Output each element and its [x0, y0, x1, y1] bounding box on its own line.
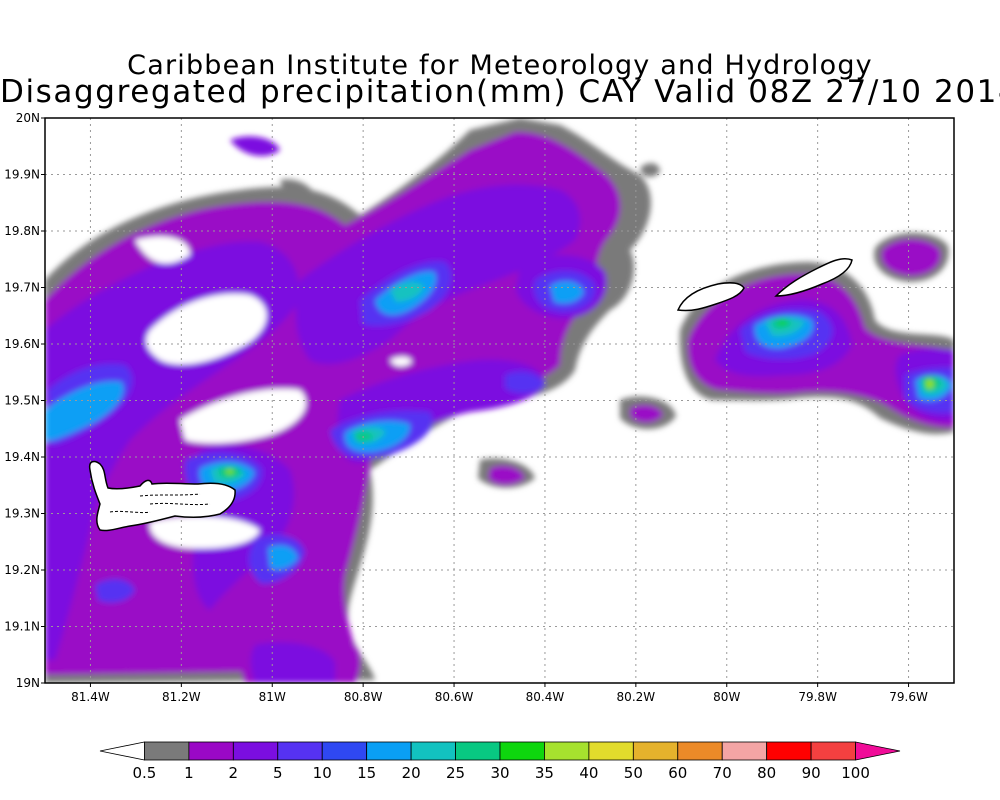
- y-tick-label: 19.2N: [4, 563, 40, 577]
- colorbar-label: 5: [273, 764, 283, 782]
- x-tick-label: 80.6W: [435, 690, 474, 704]
- colorbar-label: 60: [668, 764, 687, 782]
- y-tick-label: 19.5N: [4, 394, 40, 408]
- y-axis-ticks: 19N 19.1N 19.2N 19.3N 19.4N 19.5N 19.6N 19.7N 19…: [4, 111, 45, 690]
- colorbar-label: 25: [446, 764, 465, 782]
- y-tick-label: 19.1N: [4, 620, 40, 634]
- x-tick-label: 80.8W: [344, 690, 383, 704]
- colorbar-label: 70: [713, 764, 732, 782]
- colorbar-segment: [455, 741, 501, 761]
- colorbar-label: 40: [579, 764, 598, 782]
- precipitation-colorbar: [99, 741, 901, 761]
- map-subtitle: Disaggregated precipitation(mm) CAY Vali…: [0, 74, 1000, 110]
- y-tick-label: 19.8N: [4, 224, 40, 238]
- colorbar-label: 30: [490, 764, 509, 782]
- colorbar-labels: 0.5 1 2 5 10 15 20 25 30 35 40 50 60 70 80 90 100: [133, 764, 870, 782]
- colorbar-segment: [766, 741, 812, 761]
- grand-cayman-island: [88, 460, 236, 532]
- colorbar-segment: [632, 741, 679, 761]
- colorbar-segment: [810, 741, 856, 761]
- colorbar-segment: [677, 741, 723, 761]
- colorbar-min-triangle: [99, 741, 145, 761]
- x-tick-label: 80W: [713, 690, 740, 704]
- cayman-brac-island: [774, 257, 853, 297]
- x-tick-label: 81W: [259, 690, 286, 704]
- y-tick-label: 20N: [16, 111, 40, 125]
- colorbar-segment: [232, 741, 279, 761]
- colorbar-label: 90: [802, 764, 821, 782]
- colorbar-label: 50: [624, 764, 643, 782]
- y-tick-label: 19.9N: [4, 168, 40, 182]
- colorbar-segment: [144, 741, 190, 761]
- map-title: Caribbean Institute for Meteorology and …: [127, 50, 873, 81]
- colorbar-label: 100: [841, 764, 870, 782]
- x-axis-ticks: 81.4W 81.2W 81W 80.8W 80.6W 80.4W 80.2W 80W 79.8…: [71, 683, 928, 704]
- map-grid: [45, 118, 954, 683]
- colorbar-segment: [410, 741, 456, 761]
- colorbar-label: 1: [184, 764, 194, 782]
- colorbar-segment: [366, 741, 412, 761]
- y-tick-label: 19N: [16, 676, 40, 690]
- colorbar-label: 2: [229, 764, 239, 782]
- colorbar-segment: [188, 741, 234, 761]
- x-tick-label: 80.4W: [526, 690, 565, 704]
- colorbar-segment: [321, 741, 368, 761]
- colorbar-segment: [277, 741, 323, 761]
- x-tick-label: 81.2W: [162, 690, 201, 704]
- y-tick-label: 19.6N: [4, 337, 40, 351]
- colorbar-segment: [588, 741, 634, 761]
- colorbar-label: 0.5: [133, 764, 157, 782]
- y-tick-label: 19.4N: [4, 450, 40, 464]
- colorbar-label: 80: [757, 764, 776, 782]
- colorbar-max-triangle: [855, 741, 901, 761]
- colorbar-label: 35: [535, 764, 554, 782]
- y-tick-label: 19.3N: [4, 507, 40, 521]
- x-tick-label: 79.6W: [889, 690, 928, 704]
- x-tick-label: 80.2W: [617, 690, 656, 704]
- x-tick-label: 81.4W: [71, 690, 110, 704]
- colorbar-label: 15: [357, 764, 376, 782]
- colorbar-segment: [499, 741, 545, 761]
- colorbar-segment: [721, 741, 768, 761]
- y-tick-label: 19.7N: [4, 281, 40, 295]
- colorbar-segment: [544, 741, 590, 761]
- colorbar-label: 20: [402, 764, 421, 782]
- precipitation-field: [45, 118, 954, 683]
- x-tick-label: 79.8W: [798, 690, 837, 704]
- little-cayman-island: [676, 282, 745, 312]
- colorbar-label: 10: [313, 764, 332, 782]
